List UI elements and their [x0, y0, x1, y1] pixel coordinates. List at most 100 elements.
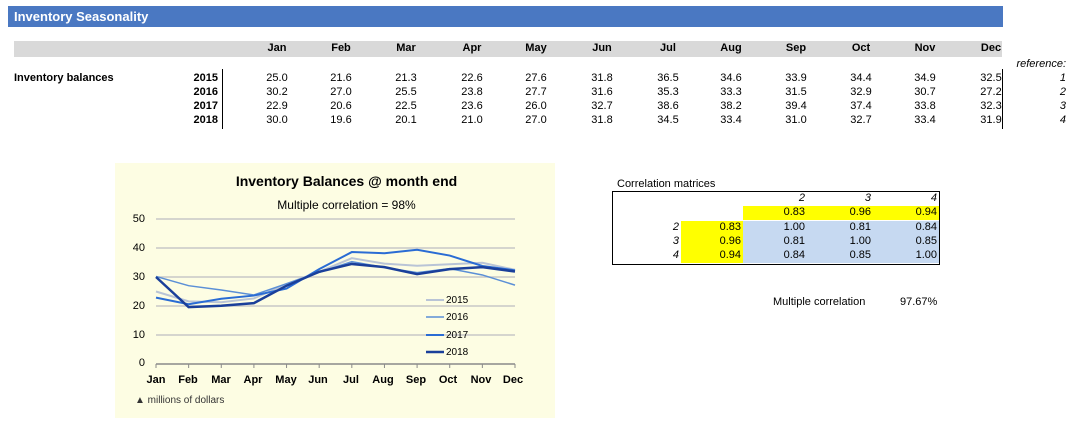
correlation-table: 2 3 4 0.83 0.96 0.94 2 0.83 1.00 0.81 0.…: [612, 191, 940, 265]
table-cell: 20.1: [395, 114, 417, 126]
corr-matrix-cell: 0.84: [743, 249, 807, 263]
x-tick-label: Jan: [146, 374, 166, 386]
table-cell: 31.9: [980, 114, 1002, 126]
legend-label: 2018: [446, 347, 469, 358]
reference-item: 3: [1059, 100, 1066, 112]
row-label: Inventory balances: [14, 72, 114, 84]
x-tick-label: Aug: [372, 374, 394, 386]
x-tick-label: Nov: [470, 374, 492, 386]
table-cell: 27.7: [525, 86, 547, 98]
legend-label: 2017: [446, 330, 469, 341]
corr-row-label: 2: [672, 221, 679, 233]
y-tick-label: 40: [132, 242, 145, 254]
table-right-border: [1002, 69, 1003, 129]
table-left-border: [222, 69, 223, 129]
year-label: 2016: [193, 86, 218, 98]
table-cell: 32.5: [980, 72, 1002, 84]
chart-title: Inventory Balances @ month end: [235, 173, 458, 189]
month-header: Jun: [592, 42, 612, 54]
table-cell: 22.5: [395, 100, 417, 112]
table-cell: 25.5: [395, 86, 417, 98]
multiple-correlation-value: 97.67%: [900, 296, 938, 308]
corr-matrix-cell: 0.81: [743, 235, 807, 249]
legend-label: 2015: [446, 295, 469, 306]
table-cell: 22.9: [266, 100, 288, 112]
month-header: Aug: [720, 42, 742, 54]
table-cell: 39.4: [785, 100, 807, 112]
table-cell: 30.2: [266, 86, 288, 98]
table-cell: 32.7: [850, 114, 872, 126]
table-cell: 32.7: [591, 100, 613, 112]
table-cell: 31.8: [591, 72, 613, 84]
reference-item: 2: [1059, 86, 1066, 98]
table-cell: 27.0: [525, 114, 547, 126]
table-cell: 31.0: [785, 114, 807, 126]
month-header: Sep: [785, 42, 807, 54]
table-cell: 21.0: [461, 114, 483, 126]
y-tick-label: 20: [132, 300, 145, 312]
x-tick-label: Apr: [243, 374, 263, 386]
table-cell: 33.3: [720, 86, 742, 98]
y-tick-label: 30: [132, 271, 145, 283]
x-tick-label: Jun: [308, 374, 328, 386]
corr-matrix-cell: 1.00: [743, 221, 807, 235]
table-cell: 34.4: [850, 72, 872, 84]
table-cell: 21.3: [395, 72, 417, 84]
month-header: May: [525, 42, 547, 54]
table-cell: 32.3: [980, 100, 1002, 112]
table-cell: 37.4: [850, 100, 872, 112]
legend-label: 2016: [446, 312, 469, 323]
month-header: Nov: [914, 42, 936, 54]
table-cell: 38.6: [657, 100, 679, 112]
corr-col-header: 4: [930, 192, 937, 204]
table-cell: 25.0: [266, 72, 288, 84]
corr-highlight-cell: 0.96: [681, 235, 743, 249]
table-cell: 22.6: [461, 72, 483, 84]
table-cell: 31.6: [591, 86, 613, 98]
x-tick-label: Feb: [178, 374, 198, 386]
table-cell: 27.2: [980, 86, 1002, 98]
table-cell: 33.4: [914, 114, 936, 126]
x-tick-label: Sep: [405, 374, 427, 386]
year-label: 2015: [193, 72, 218, 84]
month-header: Mar: [396, 42, 416, 54]
reference-label: reference:: [1016, 58, 1066, 70]
year-label: 2017: [193, 100, 218, 112]
corr-matrix-cell: 0.81: [807, 221, 873, 235]
x-tick-label: Mar: [211, 374, 231, 386]
corr-matrix-cell: 0.85: [873, 235, 939, 249]
table-cell: 30.0: [266, 114, 288, 126]
table-cell: 30.7: [914, 86, 936, 98]
table-cell: 33.8: [914, 100, 936, 112]
corr-matrix-cell: 0.84: [873, 221, 939, 235]
correlation-title: Correlation matrices: [617, 178, 716, 190]
table-cell: 38.2: [720, 100, 742, 112]
corr-row-label: 3: [672, 235, 679, 247]
multiple-correlation-label: Multiple correlation: [773, 296, 866, 308]
table-cell: 31.5: [785, 86, 807, 98]
x-tick-label: May: [275, 374, 297, 386]
sheet-title: Inventory Seasonality: [8, 6, 1003, 27]
month-header: Oct: [851, 42, 871, 54]
month-header: Dec: [980, 42, 1002, 54]
corr-row-label: 4: [672, 249, 679, 261]
x-tick-label: Oct: [438, 374, 458, 386]
month-header-bar: [14, 41, 1002, 57]
unit-note: ▲ millions of dollars: [135, 395, 225, 406]
reference-item: 1: [1059, 72, 1066, 84]
month-header: Apr: [462, 42, 482, 54]
table-cell: 27.6: [525, 72, 547, 84]
corr-col-header: 2: [798, 192, 805, 204]
chart-subtitle: Multiple correlation = 98%: [277, 198, 416, 212]
corr-matrix-cell: 0.85: [807, 249, 873, 263]
month-header: Jul: [660, 42, 676, 54]
table-cell: 34.5: [657, 114, 679, 126]
table-cell: 23.6: [461, 100, 483, 112]
table-cell: 33.4: [720, 114, 742, 126]
y-tick-label: 0: [138, 357, 145, 369]
table-cell: 36.5: [657, 72, 679, 84]
table-cell: 34.9: [914, 72, 936, 84]
table-cell: 20.6: [330, 100, 352, 112]
table-cell: 21.6: [330, 72, 352, 84]
y-tick-label: 50: [132, 213, 145, 225]
